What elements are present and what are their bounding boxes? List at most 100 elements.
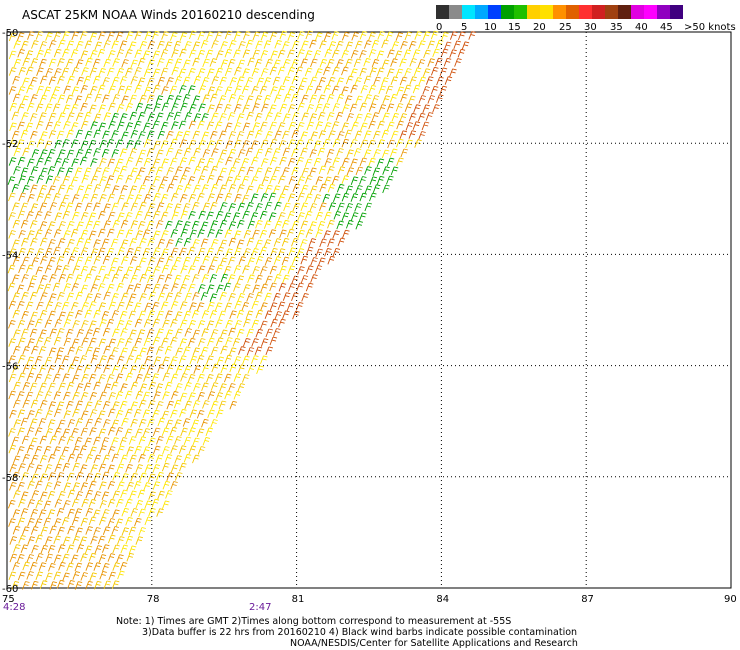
wind-barb bbox=[166, 183, 175, 193]
wind-barb bbox=[7, 176, 16, 185]
wind-barb bbox=[171, 211, 179, 221]
wind-barb bbox=[157, 490, 165, 500]
wind-barb bbox=[364, 185, 373, 195]
wind-barb bbox=[182, 203, 191, 212]
wind-barb bbox=[76, 185, 85, 194]
wind-barb bbox=[179, 247, 187, 257]
wind-barb bbox=[62, 428, 71, 438]
wind-barb bbox=[206, 320, 215, 329]
wind-barb bbox=[85, 346, 93, 356]
wind-barb bbox=[305, 246, 314, 256]
wind-barb bbox=[152, 120, 160, 130]
wind-barb bbox=[89, 391, 98, 401]
wind-barb bbox=[270, 318, 278, 328]
wind-barb bbox=[94, 417, 102, 427]
wind-barb bbox=[184, 328, 193, 337]
wind-barb bbox=[288, 176, 297, 185]
wind-barb bbox=[99, 318, 107, 328]
wind-barb bbox=[44, 103, 53, 112]
wind-barb bbox=[337, 237, 346, 247]
wind-barb bbox=[120, 489, 128, 499]
wind-barb bbox=[71, 86, 80, 95]
wind-barb bbox=[147, 310, 156, 319]
wind-barb bbox=[61, 264, 70, 274]
wind-barb bbox=[129, 185, 138, 194]
wind-barb bbox=[16, 391, 25, 400]
wind-barb bbox=[197, 320, 206, 329]
wind-barb bbox=[173, 274, 182, 284]
wind-barb bbox=[29, 561, 38, 571]
wind-barb bbox=[112, 166, 121, 176]
wind-barb bbox=[34, 373, 43, 383]
wind-barb bbox=[286, 228, 295, 238]
wind-barb bbox=[40, 167, 48, 177]
wind-barb bbox=[120, 292, 129, 302]
wind-barb bbox=[9, 553, 18, 563]
wind-barb bbox=[35, 229, 43, 238]
wind-barb bbox=[363, 130, 372, 139]
wind-barb bbox=[409, 76, 417, 85]
wind-barb bbox=[39, 94, 48, 104]
wind-barb bbox=[315, 248, 323, 258]
wind-barb bbox=[409, 58, 417, 67]
wind-barb bbox=[31, 490, 40, 499]
wind-barb bbox=[228, 93, 237, 103]
wind-barb bbox=[381, 129, 390, 139]
legend-swatch bbox=[488, 5, 501, 19]
wind-barb bbox=[12, 75, 20, 85]
wind-barb bbox=[314, 32, 323, 41]
wind-barb bbox=[399, 58, 407, 67]
wind-barb bbox=[241, 85, 250, 95]
wind-barb bbox=[202, 436, 211, 446]
wind-barb bbox=[322, 138, 331, 148]
wind-barb bbox=[39, 221, 48, 230]
wind-barb bbox=[48, 310, 56, 320]
wind-barb bbox=[371, 95, 380, 104]
wind-barb bbox=[413, 67, 422, 76]
wind-barb bbox=[165, 419, 174, 429]
wind-barb bbox=[331, 121, 340, 130]
wind-barb bbox=[165, 203, 173, 212]
wind-barb bbox=[81, 373, 89, 383]
wind-barb bbox=[449, 31, 458, 40]
wind-barb bbox=[152, 30, 160, 40]
wind-barb bbox=[85, 418, 94, 428]
wind-barb bbox=[48, 562, 56, 572]
wind-barb bbox=[395, 103, 404, 112]
wind-barb bbox=[115, 31, 124, 41]
wind-barb bbox=[273, 166, 281, 176]
wind-barb bbox=[93, 184, 102, 193]
wind-barb bbox=[43, 517, 52, 527]
wind-barb bbox=[143, 337, 152, 347]
wind-barb bbox=[128, 436, 137, 445]
wind-barb bbox=[43, 48, 52, 58]
wind-barb bbox=[260, 320, 268, 330]
wind-barb bbox=[56, 472, 65, 481]
wind-barb bbox=[371, 112, 380, 121]
wind-barb bbox=[138, 310, 147, 320]
wind-barb bbox=[20, 167, 29, 177]
wind-barb bbox=[152, 464, 161, 473]
wind-barb bbox=[75, 40, 84, 50]
wind-barb bbox=[111, 419, 120, 429]
wind-barb bbox=[49, 581, 58, 590]
wind-barb bbox=[103, 345, 111, 355]
wind-barb bbox=[189, 409, 198, 418]
wind-barb bbox=[48, 40, 57, 49]
wind-barb bbox=[265, 58, 273, 68]
legend-swatch bbox=[436, 5, 449, 19]
wind-barb bbox=[274, 112, 282, 121]
wind-barb bbox=[418, 76, 427, 86]
wind-barb bbox=[89, 67, 98, 76]
wind-barb bbox=[255, 328, 264, 338]
wind-barb bbox=[372, 167, 381, 176]
wind-barb bbox=[332, 138, 341, 148]
wind-barb bbox=[274, 220, 283, 230]
wind-barb bbox=[183, 147, 192, 157]
wind-barb bbox=[49, 328, 58, 338]
wind-barb bbox=[389, 148, 398, 158]
wind-barb bbox=[323, 211, 332, 221]
wind-barb bbox=[260, 355, 268, 365]
wind-barb bbox=[30, 437, 38, 447]
wind-barb bbox=[17, 427, 25, 436]
